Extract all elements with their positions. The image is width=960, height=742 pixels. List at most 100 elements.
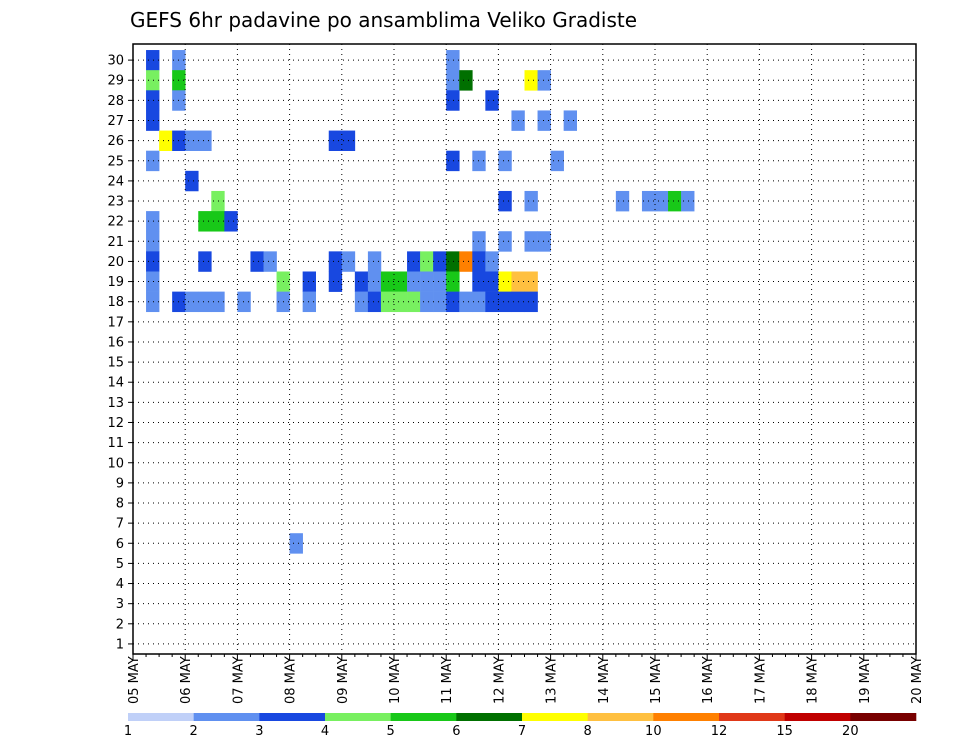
heatmap-cell: [446, 90, 460, 111]
heatmap-cell: [446, 50, 460, 71]
heatmap-cell: [367, 291, 382, 313]
y-tick-label: 30: [107, 54, 124, 69]
heatmap-cell: [524, 231, 538, 252]
chart-title: GEFS 6hr padavine po ansamblima Veliko G…: [130, 8, 637, 32]
heatmap-cell: [615, 190, 630, 212]
heatmap-cell: [681, 190, 695, 212]
heatmap-cell: [459, 251, 473, 272]
heatmap-cell: [420, 251, 434, 272]
legend-label: 2: [190, 724, 198, 739]
y-tick-label: 14: [107, 376, 124, 391]
heatmap-cell: [394, 291, 408, 313]
y-tick-label: 23: [107, 195, 124, 210]
heatmap-cell: [224, 211, 238, 232]
y-tick-label: 26: [107, 134, 124, 149]
heatmap-cell: [537, 110, 551, 131]
y-tick-label: 21: [107, 235, 124, 250]
heatmap-cell: [446, 271, 460, 292]
legend-swatch: [456, 713, 523, 721]
x-tick-label: 16 MAY: [701, 656, 716, 704]
heatmap-cell: [524, 271, 538, 292]
y-tick-label: 19: [107, 275, 124, 290]
heatmap-cell: [446, 70, 460, 91]
heatmap-cell: [146, 50, 160, 71]
x-tick-label: 14 MAY: [597, 656, 612, 704]
legend-swatch: [587, 713, 654, 721]
x-tick-label: 13 MAY: [545, 656, 560, 704]
heatmap-cell: [367, 271, 382, 292]
y-tick-label: 25: [107, 154, 124, 169]
heatmap-cell: [498, 190, 512, 212]
heatmap-cell: [433, 271, 447, 292]
heatmap-cell: [328, 251, 343, 272]
x-tick-label: 05 MAY: [127, 656, 142, 704]
heatmap-cell: [459, 70, 473, 91]
heatmap-cell: [185, 291, 199, 313]
legend-swatch: [522, 713, 588, 721]
y-tick-label: 29: [107, 74, 124, 89]
heatmap-cell: [198, 291, 212, 313]
legend-swatch: [784, 713, 851, 721]
heatmap-cell: [263, 251, 277, 272]
legend-swatch: [719, 713, 785, 721]
y-tick-label: 4: [116, 577, 124, 592]
legend-label: 8: [584, 724, 592, 739]
heatmap-cells: [146, 50, 695, 554]
y-tick-label: 7: [116, 517, 124, 532]
legend-swatch: [128, 713, 194, 721]
legend-label: 3: [255, 724, 263, 739]
legend-label: 7: [518, 724, 526, 739]
heatmap-cell: [420, 271, 434, 292]
heatmap-cell: [302, 291, 316, 313]
y-tick-label: 15: [107, 356, 124, 371]
legend-swatch: [390, 713, 457, 721]
y-tick-label: 17: [107, 315, 124, 330]
y-axis-ticks: 1234567891011121314151617181920212223242…: [107, 54, 133, 652]
y-tick-label: 13: [107, 396, 124, 411]
y-tick-label: 18: [107, 295, 124, 310]
x-tick-label: 08 MAY: [284, 656, 299, 704]
legend-label: 10: [645, 724, 662, 739]
heatmap-cell: [433, 291, 447, 313]
heatmap-cell: [146, 211, 160, 232]
dotted-grid: [133, 44, 916, 654]
heatmap-cell: [146, 231, 160, 252]
heatmap-cell: [146, 271, 160, 292]
legend-swatch: [325, 713, 391, 721]
x-tick-label: 18 MAY: [806, 656, 821, 704]
legend-swatch: [193, 713, 260, 721]
plot-frame: [132, 43, 917, 655]
x-tick-label: 09 MAY: [336, 656, 351, 704]
y-tick-label: 9: [116, 476, 124, 491]
heatmap-cell: [498, 271, 512, 292]
heatmap-cell: [146, 150, 160, 172]
color-legend: 1 2 3 4 5 6 7 8 10 12 15 20: [124, 713, 917, 739]
y-tick-label: 2: [116, 617, 124, 632]
y-tick-label: 5: [116, 557, 124, 572]
heatmap-cell: [159, 130, 173, 151]
heatmap-cell: [668, 190, 682, 212]
y-tick-label: 12: [107, 416, 124, 431]
legend-swatch: [850, 713, 917, 721]
heatmap-cell: [537, 231, 551, 252]
legend-label: 12: [711, 724, 728, 739]
heatmap-cell: [524, 291, 538, 313]
x-axis-ticks: 05 MAY 06 MAY 07 MAY 08 MAY 09 MAY 10 MAY 11 M…: [127, 654, 925, 704]
x-tick-label: 12 MAY: [492, 656, 507, 704]
heatmap-cell: [485, 291, 499, 313]
x-tick-label: 19 MAY: [858, 656, 873, 704]
heatmap-cell: [485, 251, 499, 272]
x-tick-label: 06 MAY: [179, 656, 194, 704]
heatmap-cell: [380, 291, 395, 313]
heatmap-cell: [524, 190, 538, 212]
legend-label: 6: [452, 724, 460, 739]
y-tick-label: 11: [107, 436, 124, 451]
y-tick-label: 28: [107, 94, 124, 109]
heatmap-cell: [328, 271, 343, 292]
heatmap-cell: [446, 291, 460, 313]
heatmap-cell: [198, 251, 212, 272]
heatmap-cell: [433, 251, 447, 272]
x-tick-label: 11 MAY: [440, 656, 455, 704]
heatmap-cell: [655, 190, 669, 212]
